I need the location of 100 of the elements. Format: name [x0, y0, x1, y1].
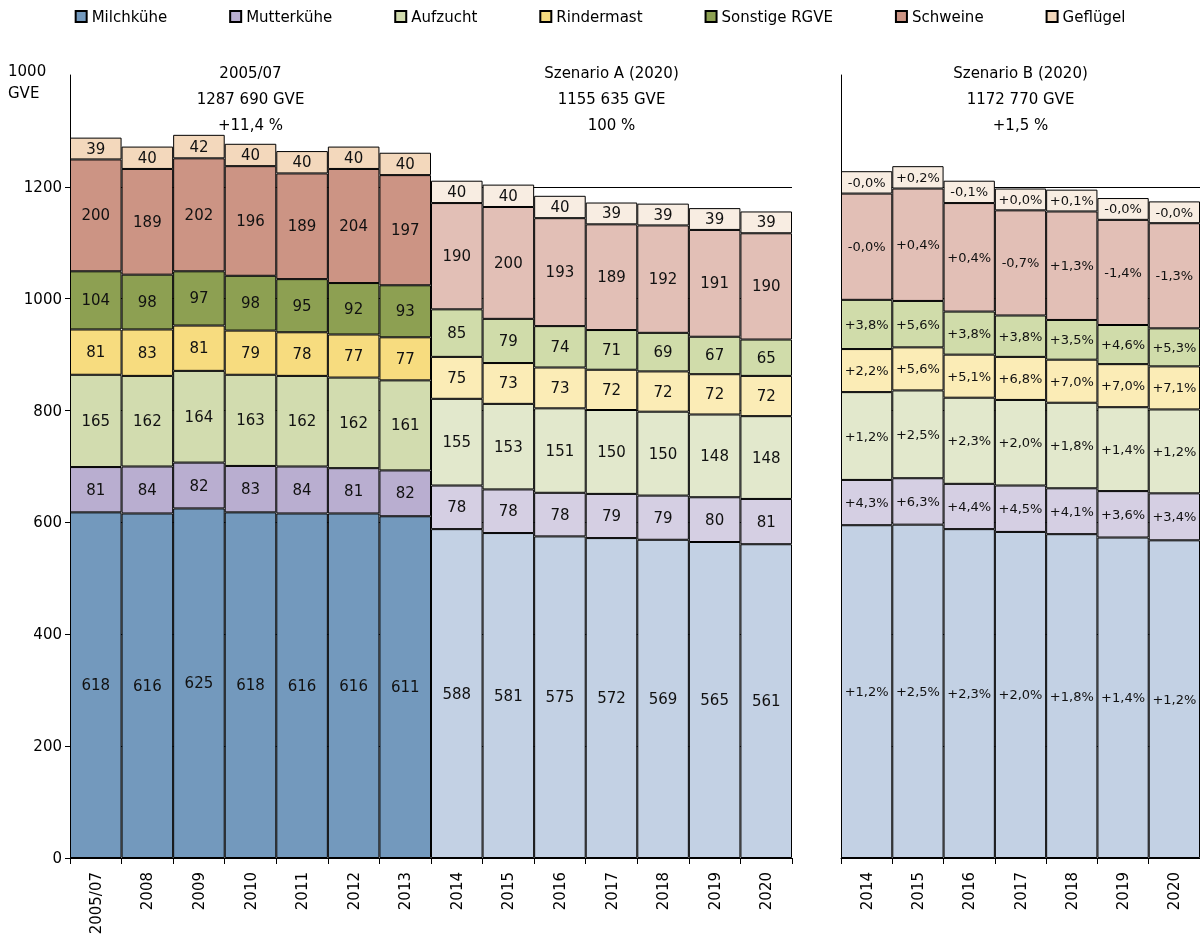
annotation: +2,5%: [895, 426, 940, 442]
data-label: 79: [601, 507, 622, 525]
annotation: -0,1%: [950, 184, 989, 200]
annotation: +4,6%: [1101, 337, 1146, 353]
data-label: 73: [550, 378, 570, 397]
x-tick-label: 2020: [757, 872, 776, 911]
x-tick-label: 2016: [960, 872, 979, 911]
data-label: 155: [442, 433, 472, 452]
data-label: 162: [339, 413, 368, 432]
data-label: 81: [86, 480, 106, 499]
y-tick-label: 1000: [23, 289, 62, 308]
data-label: 74: [550, 337, 570, 356]
data-label: 77: [344, 347, 364, 366]
legend-label: Aufzucht: [411, 7, 478, 26]
data-label: 75: [447, 368, 467, 387]
annotation: +1,2%: [1152, 691, 1197, 707]
x-tick-label: 2018: [1062, 872, 1081, 911]
y-axis-title: 1000 GVE: [8, 62, 47, 102]
annotation: Szenario B (2020) 1172 770 GVE +1,5 %: [953, 64, 1088, 134]
data-label: 83: [137, 343, 157, 362]
data-label: 78: [292, 345, 312, 364]
data-label: 39: [756, 213, 776, 232]
annotation: +2,2%: [844, 363, 889, 379]
annotation: +0,1%: [1049, 193, 1094, 209]
data-label: 72: [601, 380, 622, 399]
data-label: 148: [700, 446, 729, 465]
x-tick-label: 2005/07: [86, 872, 105, 935]
data-label: 150: [648, 444, 678, 463]
annotation: +2,0%: [998, 687, 1043, 703]
annotation: +5,6%: [895, 316, 940, 332]
data-label: 40: [550, 197, 570, 216]
annotation: -0,0%: [1155, 204, 1194, 220]
annotation: 2005/07 1287 690 GVE +11,4 %: [196, 64, 305, 134]
data-label: 98: [137, 293, 157, 312]
data-label: 616: [287, 676, 317, 695]
y-tick-label: 600: [33, 513, 62, 532]
data-label: 65: [756, 348, 776, 367]
data-label: 151: [545, 441, 575, 460]
x-tick-label: 2015: [908, 872, 927, 911]
annotation: +1,4%: [1101, 441, 1146, 457]
data-label: 192: [648, 270, 678, 289]
x-tick-label: 2019: [705, 872, 724, 911]
data-label: 197: [390, 221, 420, 240]
annotation: +4,1%: [1049, 503, 1094, 519]
data-label: 83: [240, 480, 261, 499]
data-label: 79: [498, 331, 518, 350]
data-label: 73: [498, 374, 518, 393]
annotation: +1,8%: [1049, 688, 1094, 704]
data-label: 191: [700, 274, 729, 293]
data-label: 39: [86, 139, 106, 158]
data-label: 616: [133, 676, 162, 695]
annotation: +6,8%: [998, 370, 1043, 386]
data-label: 84: [137, 480, 157, 499]
data-label: 565: [700, 691, 729, 709]
data-label: 193: [545, 263, 575, 282]
data-label: 40: [447, 182, 467, 201]
data-label: 82: [395, 484, 415, 503]
data-label: 104: [81, 291, 111, 310]
annotation: +0,4%: [895, 237, 940, 253]
annotation: +1,4%: [1101, 690, 1146, 706]
data-label: 618: [81, 676, 111, 695]
annotation: +4,4%: [947, 498, 992, 514]
data-label: 72: [756, 387, 776, 406]
annotation: +5,6%: [895, 361, 940, 377]
data-label: 79: [653, 508, 673, 527]
data-label: 611: [390, 678, 420, 697]
data-label: 98: [240, 294, 261, 313]
data-label: 40: [395, 154, 415, 173]
data-label: 200: [81, 206, 111, 225]
data-label: 42: [189, 137, 209, 156]
data-label: 40: [498, 186, 518, 205]
data-label: 78: [447, 498, 467, 517]
x-tick-label: 2009: [189, 872, 208, 911]
data-label: 72: [705, 385, 725, 404]
legend-label: Schweine: [911, 7, 984, 26]
data-label: 625: [184, 674, 214, 693]
data-label: 575: [545, 688, 575, 707]
data-label: 97: [189, 289, 209, 308]
data-label: 78: [550, 505, 570, 524]
annotation: +1,2%: [844, 428, 889, 444]
legend-label: Sonstige RGVE: [721, 7, 833, 26]
annotation: Szenario A (2020) 1155 635 GVE 100 %: [544, 64, 679, 134]
annotation: +1,3%: [1049, 258, 1094, 274]
data-label: 95: [292, 296, 312, 315]
data-label: 581: [494, 686, 523, 705]
data-label: 561: [751, 692, 781, 711]
annotation: +3,8%: [998, 328, 1043, 344]
annotation: +0,2%: [895, 169, 940, 185]
annotation: +2,5%: [895, 683, 940, 699]
annotation: +4,3%: [844, 495, 889, 511]
data-label: 40: [137, 148, 157, 167]
data-label: 616: [339, 676, 368, 695]
annotation: +7,0%: [1049, 373, 1094, 389]
data-label: 84: [292, 480, 312, 499]
annotation: +0,4%: [947, 249, 992, 265]
annotation: +3,5%: [1049, 332, 1094, 348]
x-tick-label: 2017: [1011, 872, 1030, 911]
x-tick-label: 2011: [293, 872, 312, 911]
x-tick-label: 2010: [241, 872, 260, 911]
data-label: 92: [344, 299, 364, 318]
